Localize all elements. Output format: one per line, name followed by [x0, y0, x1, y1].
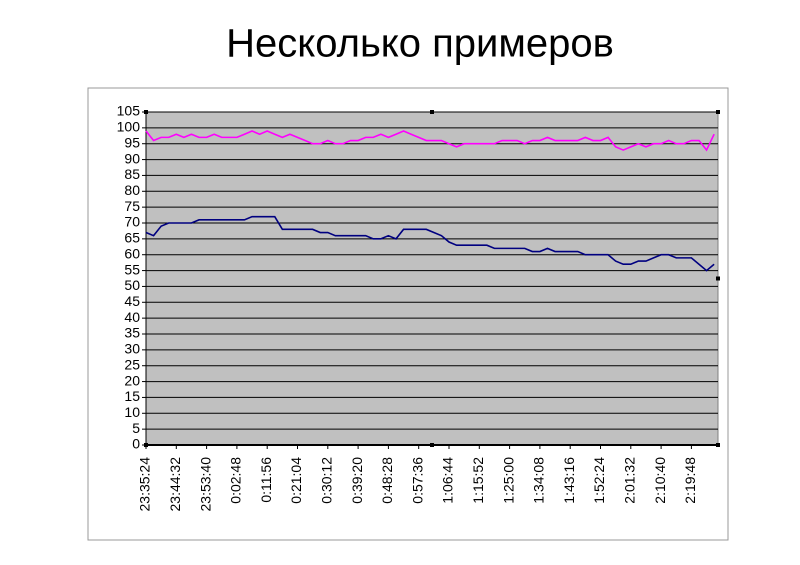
- selection-handle: [716, 443, 720, 447]
- x-tick-label: 2:10:40: [652, 457, 668, 504]
- y-tick-label: 70: [124, 214, 140, 230]
- x-tick-label: 23:44:32: [167, 457, 183, 512]
- x-tick-label: 1:34:08: [531, 457, 547, 504]
- x-tick-label: 1:52:24: [591, 457, 607, 504]
- y-tick-label: 50: [124, 277, 140, 293]
- series-line: [145, 130, 715, 152]
- x-tick-label: 0:57:36: [409, 457, 425, 504]
- y-tick-label: 5: [132, 420, 140, 436]
- chart-title: Несколько примеров: [226, 22, 614, 66]
- y-tick-label: 75: [124, 198, 140, 214]
- y-tick-label: 60: [124, 245, 140, 261]
- y-tick-label: 35: [124, 325, 140, 341]
- x-tick-label: 0:02:48: [228, 457, 244, 504]
- y-tick-label: 20: [124, 372, 140, 388]
- y-tick-label: 25: [124, 356, 140, 372]
- x-tick-label: 2:01:32: [622, 457, 638, 504]
- x-tick-label: 0:39:20: [349, 457, 365, 504]
- selection-handle: [144, 443, 148, 447]
- y-tick-label: 80: [124, 182, 140, 198]
- x-tick-label: 1:06:44: [440, 457, 456, 504]
- y-tick-label: 40: [124, 309, 140, 325]
- y-tick-label: 10: [124, 404, 140, 420]
- selection-handle: [716, 110, 720, 114]
- y-tick-label: 100: [117, 119, 141, 135]
- y-tick-label: 85: [124, 166, 140, 182]
- selection-handle: [144, 110, 148, 114]
- selection-handle: [430, 443, 434, 447]
- x-tick-label: 23:35:24: [137, 457, 153, 512]
- y-tick-label: 0: [132, 436, 140, 452]
- series-line: [145, 215, 715, 272]
- selection-handle: [430, 110, 434, 114]
- x-tick-label: 23:53:40: [197, 457, 213, 512]
- x-tick-label: 0:11:56: [258, 457, 274, 503]
- y-tick-label: 15: [124, 388, 140, 404]
- y-tick-label: 95: [124, 134, 140, 150]
- selection-handle: [716, 276, 720, 281]
- x-tick-label: 2:19:48: [682, 457, 698, 504]
- y-tick-label: 30: [124, 341, 140, 357]
- x-tick-label: 1:43:16: [561, 457, 577, 504]
- plot-area: [145, 111, 719, 446]
- y-tick-label: 45: [124, 293, 140, 309]
- x-tick-label: 1:15:52: [470, 457, 486, 504]
- y-tick-label: 55: [124, 261, 140, 277]
- y-tick-label: 65: [124, 230, 140, 246]
- y-tick-label: 105: [117, 103, 141, 119]
- y-tick-label: 90: [124, 150, 140, 166]
- x-tick-label: 0:21:04: [288, 457, 304, 504]
- x-tick-label: 1:25:00: [500, 457, 516, 504]
- x-tick-label: 0:30:12: [319, 457, 335, 504]
- x-tick-label: 0:48:28: [379, 457, 395, 504]
